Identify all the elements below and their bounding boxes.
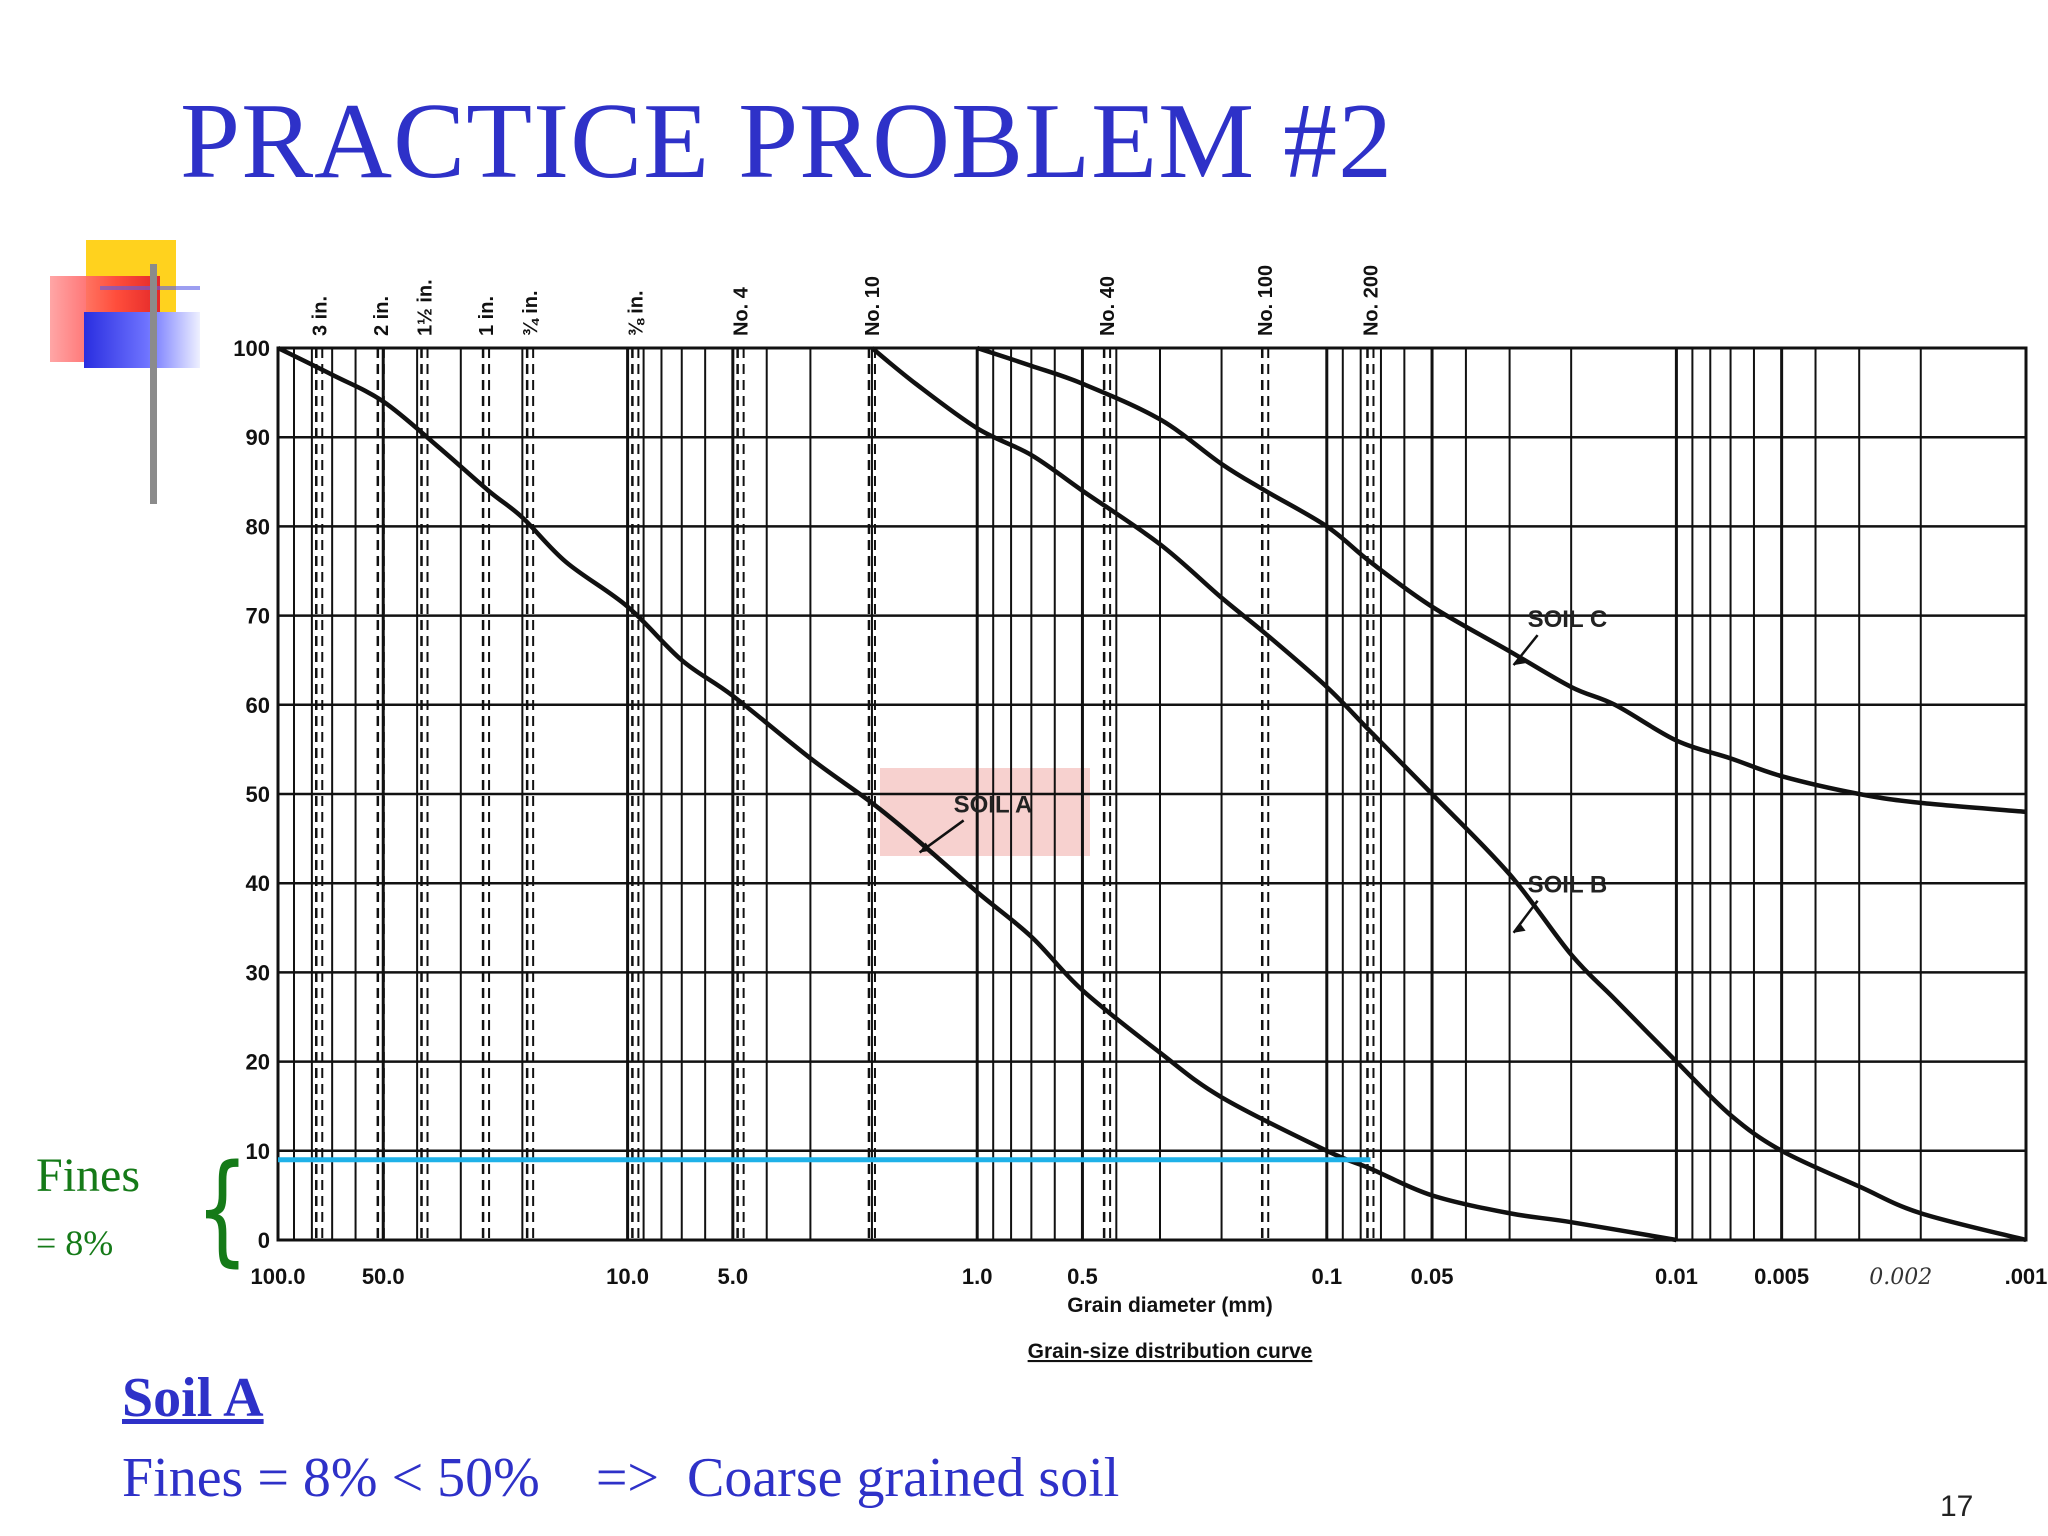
y-tick-label: 20 [246,1050,270,1075]
annotation-label: SOIL C [1528,606,1608,633]
x-tick-label: 0.05 [1411,1264,1454,1289]
curve-soil-a [277,345,1677,1243]
x-tick-label: 0.1 [1312,1264,1343,1289]
curve-soil-c [976,345,2027,815]
x-axis-ticks: 100.0 50.0 10.0 5.0 1.0 0.5 0.1 0.05 0.01 0.005 .0… [250,1264,2047,1290]
sieve-label: 1½ in. [415,279,437,336]
annotation-label: SOIL A [954,791,1033,818]
chart-title: Grain-size distribution curve [1028,1340,1313,1363]
soil-heading: Soil A [122,1367,264,1429]
curve-annotations: SOIL A SOIL B SOIL C [918,606,1608,934]
annotation-arrowhead [919,842,932,853]
annotation-label: SOIL B [1528,872,1608,899]
curves [277,345,2027,1243]
sieve-label: No. 10 [862,276,884,336]
chart-grid [276,346,2028,1242]
x-axis-label: Grain diameter (mm) [1067,1294,1272,1317]
x-tick-label: 0.01 [1655,1264,1698,1289]
x-tick-label: 10.0 [606,1264,649,1289]
x-tick-label: 0.5 [1067,1264,1098,1289]
fines-label: Fines [36,1149,141,1202]
y-tick-label: 70 [246,604,270,629]
sieve-label: ¾ in. [520,290,542,336]
x-tick-handwritten: 0.002 [1869,1265,1932,1290]
y-tick-label: 80 [246,514,270,539]
x-tick-label: 0.005 [1754,1264,1809,1289]
sieve-lines: 3 in. 2 in. 1½ in. 1 in. ¾ in. ⅜ in. No. 4 No. … [309,265,1382,1240]
curve-soil-b [870,346,2027,1243]
conclusion-text: Fines = 8% < 50% => Coarse grained soil [122,1447,1120,1509]
x-tick-label: 1.0 [962,1264,993,1289]
sieve-label: No. 40 [1097,276,1119,336]
annotation-arrowhead [1513,655,1526,666]
sieve-label: 3 in. [309,296,331,336]
annotation-arrowhead [1513,922,1526,933]
x-tick-label: 50.0 [362,1264,405,1289]
sieve-label: 1 in. [476,296,498,336]
sieve-label: No. 4 [731,286,753,336]
curly-brace-icon: { [195,1140,249,1279]
y-tick-label: 90 [246,425,270,450]
x-tick-label: .001 [2005,1264,2048,1289]
decor-vertical-bar [150,264,157,504]
slide-title: PRACTICE PROBLEM #2 [180,82,1394,201]
sieve-label: ⅜ in. [625,290,647,336]
x-tick-label: 5.0 [718,1264,749,1289]
y-axis-ticks: 0 10 20 30 40 50 60 70 80 90 100 [233,336,270,1253]
y-tick-label: 10 [246,1139,270,1164]
sieve-label: 2 in. [371,296,393,336]
y-tick-label: 60 [246,693,270,718]
decor-blue-square [84,312,200,368]
fines-value: = 8% [36,1223,114,1263]
y-tick-label: 0 [258,1228,270,1253]
page-number: 17 [1940,1490,1974,1523]
y-tick-label: 40 [246,871,270,896]
y-tick-label: 50 [246,782,270,807]
sieve-label: No. 100 [1255,265,1277,336]
sieve-label: No. 200 [1360,265,1382,336]
y-tick-label: 100 [233,336,270,361]
y-tick-label: 30 [246,960,270,985]
x-tick-label: 100.0 [250,1264,305,1289]
